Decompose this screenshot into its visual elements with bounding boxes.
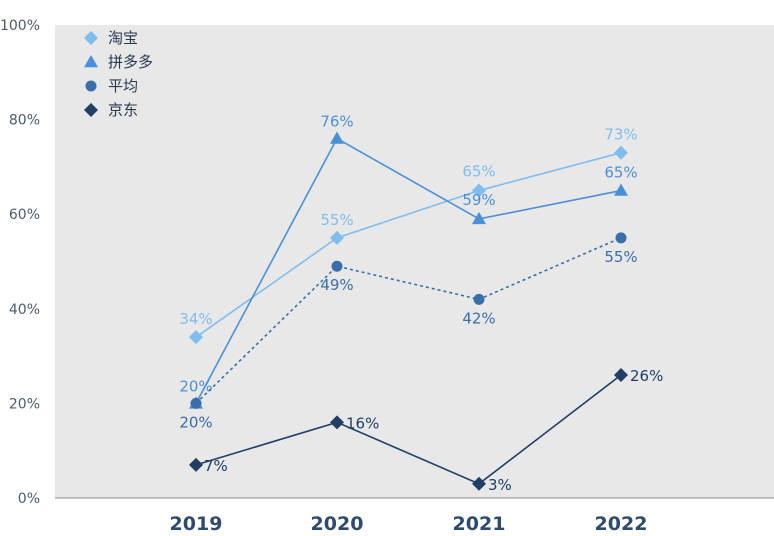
legend-label: 京东 — [108, 101, 138, 119]
data-label: 20% — [179, 377, 212, 395]
data-point — [330, 230, 344, 245]
data-label: 55% — [320, 211, 353, 229]
y-tick-label: 80% — [9, 113, 40, 129]
data-point — [614, 368, 628, 383]
data-point — [472, 211, 486, 225]
data-point — [473, 293, 485, 305]
y-tick-label: 60% — [9, 207, 40, 223]
data-point — [472, 183, 486, 198]
data-label: 20% — [179, 413, 212, 431]
data-label: 73% — [604, 126, 637, 144]
data-label: 16% — [346, 414, 379, 432]
series-line-1 — [195, 137, 622, 404]
data-point — [614, 145, 628, 160]
data-point — [190, 397, 202, 409]
data-label: 3% — [488, 476, 512, 494]
plot-area — [55, 25, 774, 498]
y-axis-ticks: 0% 20% 40% 60% 80% 100% — [0, 18, 40, 507]
data-point — [330, 415, 344, 430]
data-point — [614, 183, 628, 196]
x-axis-ticks: 2019 2020 2021 2022 — [170, 513, 648, 535]
legend-label: 淘宝 — [108, 29, 138, 47]
series-line-2 — [195, 237, 622, 404]
data-label: 42% — [462, 309, 495, 327]
legend-label: 平均 — [108, 77, 138, 95]
data-label: 59% — [462, 191, 495, 209]
legend-marker — [84, 31, 98, 45]
data-labels: 34% 55% 65% 73% 20% 76% 59% 65% 20% 49% 42% 55% 7% 16… — [179, 113, 663, 494]
series-line-0 — [195, 151, 622, 338]
data-label: 65% — [604, 164, 637, 182]
data-label: 76% — [320, 113, 353, 131]
y-tick-label: 100% — [0, 18, 40, 34]
x-tick-label: 2022 — [595, 513, 648, 535]
legend-marker — [84, 103, 98, 117]
series-lines — [195, 137, 622, 485]
series-line-3 — [195, 374, 622, 485]
data-point — [615, 232, 627, 244]
data-label: 7% — [204, 457, 228, 475]
y-tick-label: 0% — [18, 491, 40, 507]
legend-marker — [84, 55, 98, 68]
y-tick-label: 40% — [9, 302, 40, 318]
data-point — [189, 457, 203, 472]
y-tick-label: 20% — [9, 396, 40, 412]
data-point — [472, 476, 486, 491]
legend-label: 拼多多 — [108, 53, 153, 71]
data-point — [189, 330, 203, 345]
x-tick-label: 2021 — [453, 513, 506, 535]
x-tick-label: 2019 — [170, 513, 223, 535]
series-markers — [189, 131, 628, 491]
legend-marker — [85, 80, 97, 92]
data-point — [330, 131, 344, 144]
data-label: 55% — [604, 248, 637, 266]
data-label: 34% — [179, 310, 212, 328]
data-label: 26% — [630, 367, 663, 385]
x-tick-label: 2020 — [311, 513, 364, 535]
data-label: 65% — [462, 163, 495, 181]
data-label: 49% — [320, 276, 353, 294]
data-point — [331, 260, 343, 272]
